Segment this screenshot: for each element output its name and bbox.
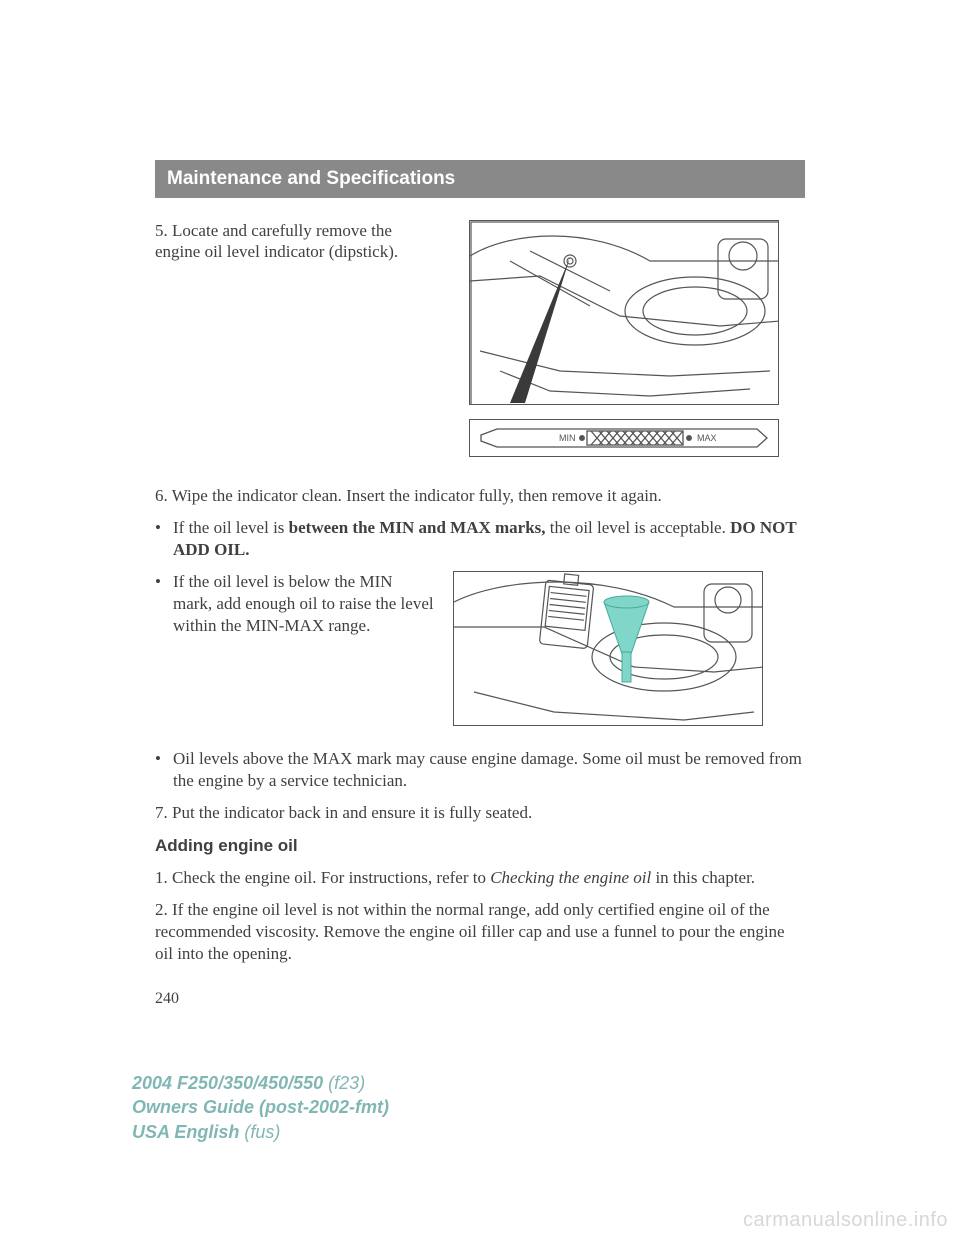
bullet-1-mid: the oil level is acceptable. xyxy=(546,518,731,537)
footer-line-3: USA English (fus) xyxy=(132,1120,389,1144)
adding-step1: 1. Check the engine oil. For instruction… xyxy=(155,867,805,889)
footer-1-norm: (f23) xyxy=(323,1073,365,1093)
bullet-2: • If the oil level is below the MIN mark… xyxy=(155,571,435,637)
engine-dipstick-figure xyxy=(469,220,779,405)
subheading: Adding engine oil xyxy=(155,835,805,857)
adding-1-post: in this chapter. xyxy=(651,868,755,887)
section-header: Maintenance and Specifications xyxy=(155,160,805,198)
dipstick-gauge: MIN MAX xyxy=(469,419,779,457)
bullet-1-pre: If the oil level is xyxy=(173,518,289,537)
bullet-marker: • xyxy=(155,517,173,561)
manual-page: Maintenance and Specifications 5. Locate… xyxy=(0,0,960,1242)
footer-1-bold: 2004 F250/350/450/550 xyxy=(132,1073,323,1093)
body-content: 6. Wipe the indicator clean. Insert the … xyxy=(155,485,805,1010)
adding-1-italic: Checking the engine oil xyxy=(490,868,651,887)
bullet-2-text: If the oil level is below the MIN mark, … xyxy=(173,571,435,637)
footer-line-1: 2004 F250/350/450/550 (f23) xyxy=(132,1071,389,1095)
step5-row: 5. Locate and carefully remove the engin… xyxy=(155,220,805,457)
step5-text: 5. Locate and carefully remove the engin… xyxy=(155,220,425,457)
page-number: 240 xyxy=(155,989,805,1010)
footer-line-2: Owners Guide (post-2002-fmt) xyxy=(132,1095,389,1119)
bullet-1-bold1: between the MIN and MAX marks, xyxy=(289,518,546,537)
adding-1-pre: 1. Check the engine oil. For instruction… xyxy=(155,868,490,887)
bullet-list: • If the oil level is between the MIN an… xyxy=(155,517,805,792)
step7-text: 7. Put the indicator back in and ensure … xyxy=(155,802,805,824)
bullet-3: • Oil levels above the MAX mark may caus… xyxy=(155,748,805,792)
footer-3-bold: USA English xyxy=(132,1122,239,1142)
bullet-3-text: Oil levels above the MAX mark may cause … xyxy=(173,748,805,792)
adding-step2: 2. If the engine oil level is not within… xyxy=(155,899,805,965)
add-oil-figure xyxy=(453,571,763,726)
watermark: carmanualsonline.info xyxy=(743,1209,948,1232)
footer-3-norm: (fus) xyxy=(239,1122,280,1142)
bullet-2-row: • If the oil level is below the MIN mark… xyxy=(155,571,805,726)
bullet-1: • If the oil level is between the MIN an… xyxy=(155,517,805,561)
min-label: MIN xyxy=(559,433,576,443)
bullet-marker: • xyxy=(155,571,173,637)
step6-text: 6. Wipe the indicator clean. Insert the … xyxy=(155,485,805,507)
max-label: MAX xyxy=(697,433,717,443)
figure1-wrap: MIN MAX xyxy=(443,220,805,457)
bullet-marker: • xyxy=(155,748,173,792)
bullet-1-text: If the oil level is between the MIN and … xyxy=(173,517,805,561)
footer-meta: 2004 F250/350/450/550 (f23) Owners Guide… xyxy=(132,1071,389,1144)
